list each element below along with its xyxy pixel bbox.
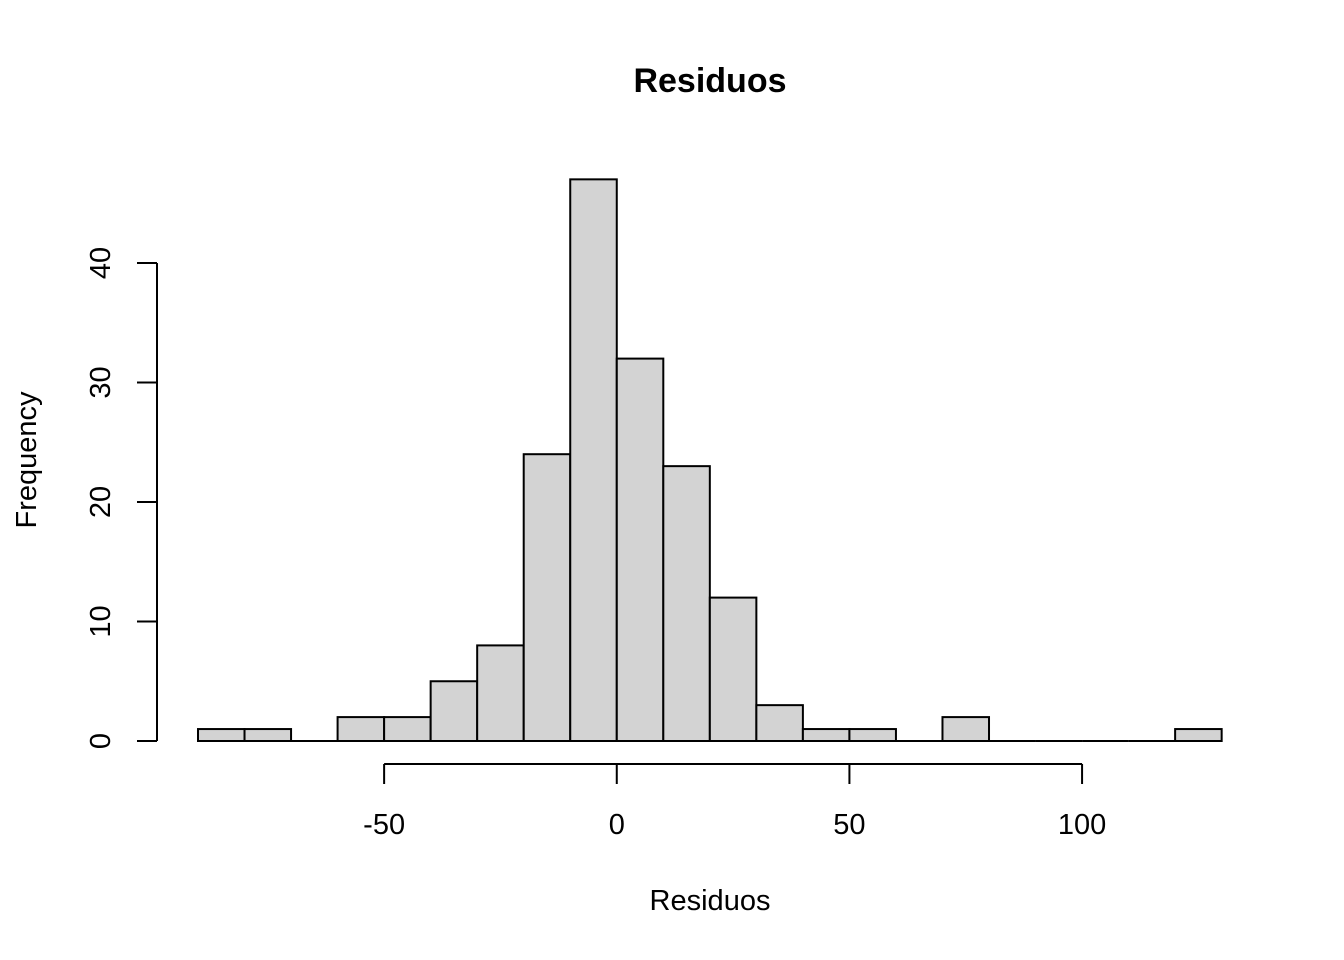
- y-tick-label: 20: [85, 486, 117, 518]
- histogram-bar: [662, 465, 711, 742]
- histogram-bar: [755, 704, 804, 743]
- y-tick-label: 40: [85, 247, 117, 279]
- y-tick-label: 10: [85, 605, 117, 637]
- x-tick-label: 100: [1058, 809, 1106, 841]
- x-axis: -50 0 50 100: [363, 763, 1106, 841]
- y-axis-label: Frequency: [11, 391, 43, 529]
- histogram-bar: [197, 728, 246, 742]
- x-tick-label: 0: [609, 809, 625, 841]
- histogram-bar: [1174, 728, 1223, 742]
- x-tick-label: 50: [833, 809, 865, 841]
- y-axis: 0 10 20 30 40: [85, 247, 158, 749]
- chart-title: Residuos: [633, 62, 786, 100]
- x-axis-label: Residuos: [650, 885, 771, 917]
- x-tick-label: -50: [363, 809, 405, 841]
- histogram-bar: [383, 716, 432, 742]
- histogram-bar: [336, 716, 386, 742]
- histogram-bar: [708, 596, 758, 742]
- y-tick-label: 0: [85, 733, 117, 749]
- histogram-bar: [941, 716, 991, 742]
- histogram-bar: [243, 728, 293, 742]
- histogram-bar: [615, 357, 665, 742]
- histogram-bar: [522, 453, 572, 742]
- histogram-bar: [848, 728, 897, 742]
- histogram-bar: [801, 728, 851, 742]
- y-tick-label: 30: [85, 366, 117, 398]
- histogram-bar: [569, 178, 618, 743]
- histogram-bar: [429, 680, 479, 742]
- bars-group: [197, 178, 1223, 743]
- histogram-bar: [476, 644, 525, 743]
